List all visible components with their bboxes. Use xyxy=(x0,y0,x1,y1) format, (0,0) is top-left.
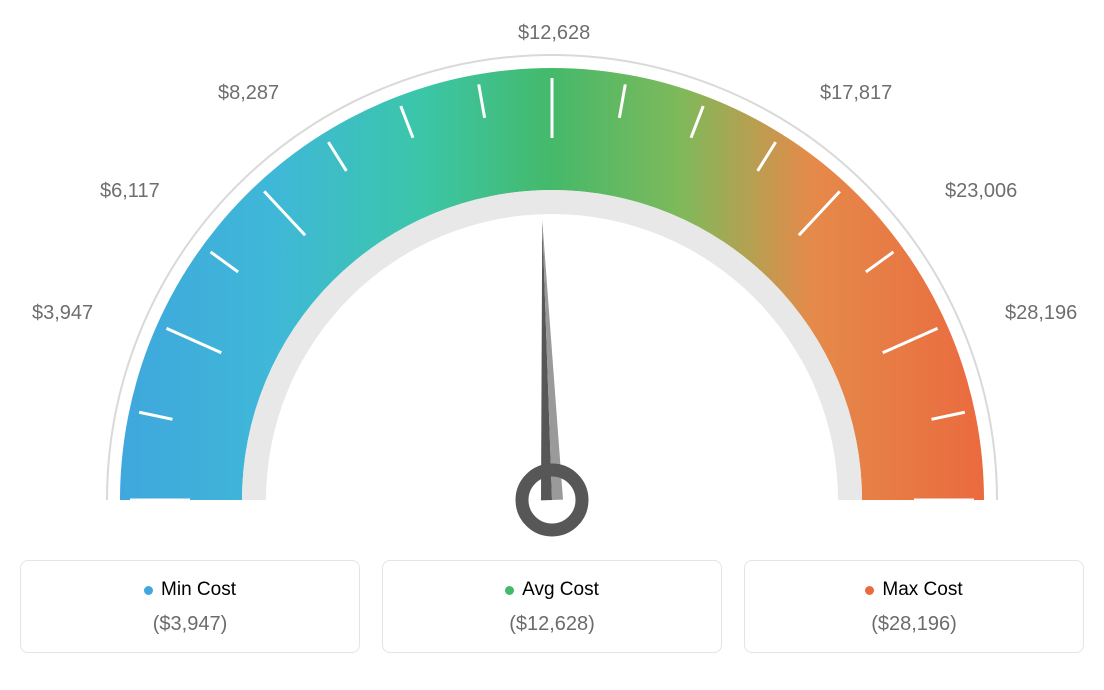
legend-card-min: Min Cost ($3,947) xyxy=(20,560,360,653)
dot-icon xyxy=(865,586,874,595)
gauge-tick-label: $12,628 xyxy=(518,22,590,45)
gauge-tick-label: $23,006 xyxy=(945,180,1017,203)
legend-row: Min Cost ($3,947) Avg Cost ($12,628) Max… xyxy=(20,560,1084,653)
legend-card-avg: Avg Cost ($12,628) xyxy=(382,560,722,653)
gauge-svg xyxy=(20,20,1084,540)
legend-value-min: ($3,947) xyxy=(31,613,349,636)
legend-title-min: Min Cost xyxy=(31,579,349,601)
legend-card-max: Max Cost ($28,196) xyxy=(744,560,1084,653)
gauge-tick-label: $17,817 xyxy=(820,82,892,105)
legend-title-avg: Avg Cost xyxy=(393,579,711,601)
legend-title-max: Max Cost xyxy=(755,579,1073,601)
legend-value-max: ($28,196) xyxy=(755,613,1073,636)
gauge-chart-container: $3,947 $6,117 $8,287 $12,628 $17,817 $23,006 $… xyxy=(20,20,1084,653)
gauge-tick-label: $6,117 xyxy=(100,180,160,203)
legend-title-text: Max Cost xyxy=(882,579,962,601)
legend-value-avg: ($12,628) xyxy=(393,613,711,636)
gauge-tick-label: $8,287 xyxy=(218,82,279,105)
dot-icon xyxy=(505,586,514,595)
dot-icon xyxy=(144,586,153,595)
legend-title-text: Min Cost xyxy=(161,579,236,601)
gauge-area: $3,947 $6,117 $8,287 $12,628 $17,817 $23,006 $… xyxy=(20,20,1084,540)
gauge-tick-label: $3,947 xyxy=(32,302,93,325)
legend-title-text: Avg Cost xyxy=(522,579,599,601)
gauge-tick-label: $28,196 xyxy=(1005,302,1077,325)
